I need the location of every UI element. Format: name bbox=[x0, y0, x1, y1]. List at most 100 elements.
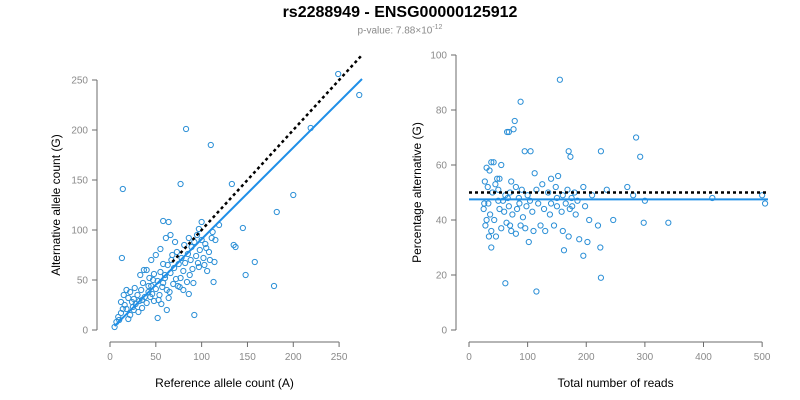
data-point bbox=[127, 311, 134, 319]
x-tick-label: 50 bbox=[150, 352, 162, 363]
y-tick-label: 50 bbox=[77, 276, 89, 287]
data-point bbox=[594, 222, 602, 229]
y-tick-label: 100 bbox=[71, 226, 88, 237]
data-point bbox=[488, 159, 495, 166]
data-point bbox=[505, 203, 512, 210]
data-point bbox=[709, 194, 716, 202]
data-point bbox=[504, 194, 511, 202]
x-tick-label: 300 bbox=[637, 352, 654, 363]
data-point bbox=[531, 170, 538, 177]
data-point bbox=[185, 290, 192, 298]
data-point bbox=[761, 200, 769, 207]
data-point bbox=[503, 219, 510, 226]
panel-percentage-alternative: 0 100 200 300 400 500 0 20 40 60 80 100 Total number… bbox=[410, 51, 771, 391]
data-point bbox=[136, 297, 143, 305]
data-point bbox=[187, 256, 194, 264]
x-tick-label: 200 bbox=[578, 352, 595, 363]
x-tick-label: 400 bbox=[695, 352, 712, 363]
data-point bbox=[137, 271, 144, 279]
data-point bbox=[499, 197, 507, 204]
data-point bbox=[521, 148, 528, 155]
data-point bbox=[508, 227, 515, 235]
y-tick-label: 200 bbox=[71, 126, 88, 137]
data-point bbox=[559, 192, 566, 199]
data-point bbox=[603, 186, 610, 193]
data-point bbox=[177, 274, 184, 282]
data-point bbox=[545, 189, 552, 196]
data-point bbox=[580, 252, 587, 259]
data-point bbox=[550, 222, 558, 229]
data-point bbox=[637, 153, 644, 160]
pvalue-text: p-value: 7.88×10 bbox=[357, 25, 433, 37]
data-point bbox=[167, 231, 174, 239]
data-point bbox=[177, 180, 184, 188]
data-point bbox=[512, 183, 520, 191]
data-point bbox=[540, 205, 548, 213]
x-tick-label: 0 bbox=[107, 352, 113, 363]
data-point bbox=[185, 234, 192, 242]
x-tick-label: 200 bbox=[285, 352, 302, 363]
data-point bbox=[597, 244, 604, 251]
data-point bbox=[180, 286, 187, 294]
data-point bbox=[506, 222, 514, 229]
y-tick-label: 150 bbox=[71, 176, 88, 187]
chart-title: rs2288949 - ENSG00000125912 bbox=[282, 4, 518, 21]
data-point bbox=[173, 248, 180, 256]
y-tick-label: 0 bbox=[441, 326, 447, 337]
data-point bbox=[490, 159, 497, 166]
data-point bbox=[498, 161, 505, 169]
data-point bbox=[145, 282, 152, 290]
data-point bbox=[624, 183, 631, 191]
data-point bbox=[560, 247, 568, 254]
data-point bbox=[242, 271, 249, 279]
data-point bbox=[152, 251, 159, 259]
data-point bbox=[508, 178, 515, 185]
data-point bbox=[562, 200, 569, 207]
data-point bbox=[161, 271, 169, 279]
data-point bbox=[193, 252, 200, 260]
data-point bbox=[524, 192, 531, 199]
data-point bbox=[166, 288, 173, 296]
data-point bbox=[491, 216, 498, 224]
data-point bbox=[180, 267, 187, 275]
reference-line bbox=[171, 54, 363, 263]
data-point bbox=[510, 126, 517, 133]
data-point bbox=[230, 241, 237, 249]
data-point bbox=[191, 311, 198, 319]
data-point bbox=[589, 192, 596, 199]
data-point bbox=[127, 288, 134, 296]
data-point bbox=[496, 175, 503, 182]
data-point bbox=[483, 216, 490, 224]
data-point bbox=[492, 181, 499, 188]
data-point bbox=[183, 278, 191, 286]
data-point bbox=[485, 233, 493, 240]
data-point bbox=[537, 222, 544, 229]
data-point bbox=[273, 208, 280, 216]
data-point bbox=[174, 282, 181, 290]
x-axis-label: Total number of reads bbox=[558, 376, 674, 390]
data-point bbox=[290, 191, 297, 199]
data-point bbox=[547, 175, 555, 182]
data-point bbox=[154, 314, 161, 322]
data-point bbox=[530, 227, 537, 235]
data-point bbox=[193, 231, 201, 239]
data-point bbox=[488, 227, 495, 235]
data-point bbox=[132, 300, 139, 308]
data-point bbox=[559, 227, 566, 235]
data-point bbox=[533, 288, 540, 295]
data-point bbox=[597, 148, 605, 155]
data-point bbox=[504, 128, 511, 136]
data-point bbox=[519, 214, 527, 221]
x-tick-label: 500 bbox=[754, 352, 771, 363]
y-tick-label: 80 bbox=[436, 106, 448, 117]
y-tick-label: 100 bbox=[430, 51, 447, 62]
data-point bbox=[482, 222, 489, 229]
data-point bbox=[505, 128, 512, 136]
data-point bbox=[202, 240, 209, 248]
chart-subtitle: p-value: 7.88×10-12 bbox=[0, 24, 800, 36]
y-tick-label: 60 bbox=[436, 161, 448, 172]
data-point bbox=[189, 265, 196, 273]
data-point bbox=[182, 125, 190, 133]
data-point bbox=[494, 175, 501, 182]
data-point bbox=[501, 208, 508, 215]
